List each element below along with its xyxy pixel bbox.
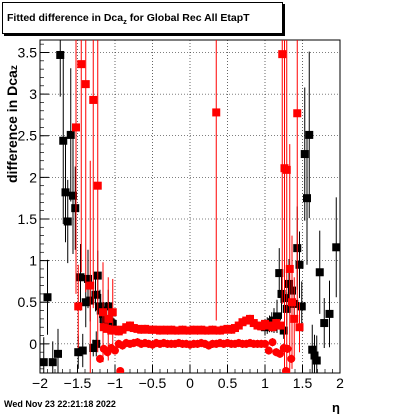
data-point [279, 326, 288, 335]
data-point [297, 302, 306, 311]
data-point [282, 165, 291, 174]
data-point [264, 346, 273, 355]
data-point [261, 339, 269, 348]
data-point [66, 130, 75, 139]
x-tick-label: 1.5 [293, 375, 313, 391]
data-point [72, 123, 80, 132]
data-point [268, 323, 277, 332]
title-subscript: z [123, 17, 127, 27]
y-tick-label: 2 [29, 169, 37, 185]
data-point [287, 354, 296, 363]
data-point [295, 260, 304, 269]
data-point [56, 50, 65, 59]
plot-area [40, 40, 340, 373]
data-point [93, 181, 102, 190]
data-point [320, 319, 329, 328]
y-tick-label: 1.5 [18, 211, 38, 227]
title-main: Fitted difference in Dca [7, 12, 124, 24]
chart-title: Fitted difference in Dcaz for Global Rec… [7, 12, 250, 26]
data-point [116, 367, 125, 373]
x-tick-label: −1 [107, 375, 123, 391]
data-point [77, 60, 86, 69]
data-point [275, 269, 284, 278]
footer-timestamp: Wed Nov 23 22:21:18 2022 [4, 399, 116, 409]
x-axis-title: η [332, 400, 340, 414]
x-tick-label: 0 [186, 375, 194, 391]
data-point [212, 108, 221, 117]
y-tick-label: 1 [29, 253, 37, 269]
data-point [283, 344, 292, 353]
data-point [285, 264, 294, 273]
data-point [84, 274, 92, 283]
data-point [276, 349, 284, 358]
data-point [312, 356, 321, 365]
data-point [69, 191, 77, 200]
data-point [99, 308, 107, 317]
data-point [48, 358, 57, 367]
y-tick-label: 2.5 [18, 128, 38, 144]
data-point [315, 268, 324, 277]
data-point [282, 367, 290, 373]
y-tick-label: 3.5 [18, 44, 38, 60]
data-point [71, 204, 80, 213]
x-tick-label: 0.5 [218, 375, 238, 391]
data-point [89, 95, 98, 104]
y-tick-label: 3 [29, 86, 37, 102]
data-point [276, 321, 284, 330]
y-axis-title-main: difference in Dca [4, 70, 20, 183]
x-tick-label: 1 [261, 375, 269, 391]
data-point [63, 217, 72, 226]
data-point [285, 279, 293, 288]
data-point [76, 273, 85, 282]
x-tick-label: −0.5 [139, 375, 167, 391]
data-point [91, 290, 100, 299]
x-tick-label: −1.5 [64, 375, 92, 391]
data-point [59, 136, 68, 145]
data-point [78, 346, 87, 355]
data-point [81, 298, 90, 307]
data-point [300, 150, 309, 159]
data-point [273, 312, 281, 321]
data-point [108, 308, 117, 317]
data-point [96, 354, 104, 363]
data-point [288, 298, 296, 307]
y-tick-label: 0 [29, 336, 37, 352]
data-point [305, 130, 314, 139]
data-point [111, 346, 119, 355]
data-point [74, 302, 83, 311]
data-point [310, 351, 319, 360]
data-point [92, 339, 101, 348]
data-point [246, 314, 254, 323]
title-suffix: for Global Rec All EtapT [126, 12, 250, 24]
data-point [295, 323, 304, 332]
data-point [332, 243, 340, 252]
data-point [96, 302, 104, 311]
data-point [325, 309, 334, 318]
y-tick-label: 0.5 [18, 294, 38, 310]
data-point [268, 338, 277, 347]
y-axis-title-sub: z [9, 65, 20, 70]
data-point [308, 345, 317, 354]
title-box: Fitted difference in Dcaz for Global Rec… [2, 2, 283, 34]
plot-frame [39, 39, 341, 374]
data-point [81, 80, 90, 89]
data-point [43, 293, 52, 302]
data-point [40, 358, 48, 367]
x-tick-label: 2 [336, 375, 344, 391]
data-point [86, 281, 95, 290]
data-point [61, 188, 70, 197]
data-point [74, 348, 83, 357]
data-point [54, 349, 62, 358]
data-point [303, 194, 311, 203]
data-point [277, 289, 286, 298]
data-point [104, 314, 113, 323]
y-axis-title: difference in Dcaz [4, 65, 20, 183]
data-point [89, 344, 98, 353]
data-point [278, 50, 287, 59]
data-point [290, 314, 299, 323]
data-point [293, 109, 302, 118]
x-tick-label: −2 [32, 375, 48, 391]
